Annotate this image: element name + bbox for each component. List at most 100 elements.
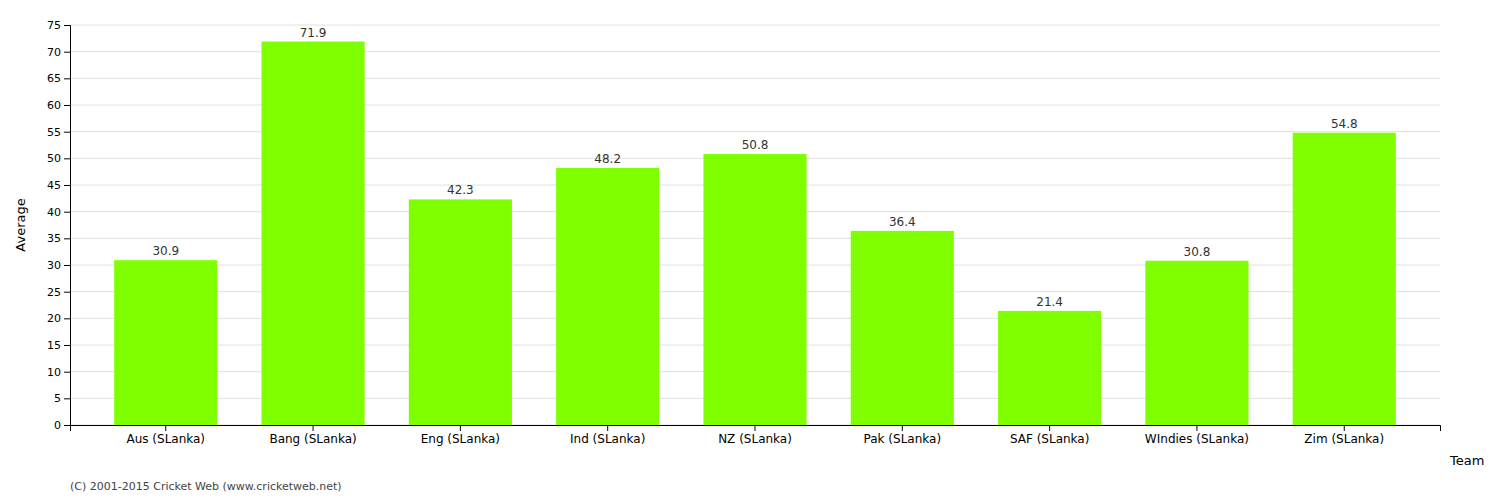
y-tick-mark <box>64 345 70 346</box>
y-tick: 50 <box>47 152 70 165</box>
x-tick-label: Zim (SLanka) <box>1304 432 1384 446</box>
y-tick: 55 <box>47 126 70 139</box>
x-tick-mark <box>902 425 903 431</box>
y-tick-label: 15 <box>47 339 61 352</box>
x-tick-mark <box>313 425 314 431</box>
y-tick: 20 <box>47 312 70 325</box>
y-tick-mark <box>64 238 70 239</box>
data-labels: 30.971.942.348.250.836.421.430.854.8 <box>152 26 1357 309</box>
y-tick-mark <box>64 372 70 373</box>
x-tick: Ind (SLanka) <box>570 425 645 446</box>
x-tick-mark <box>460 425 461 431</box>
y-tick-mark <box>64 398 70 399</box>
bars <box>114 42 1396 425</box>
x-tick: Aus (SLanka) <box>126 425 205 446</box>
x-tick-mark <box>1196 425 1197 431</box>
x-tick-label: SAF (SLanka) <box>1010 432 1089 446</box>
y-tick: 35 <box>47 232 70 245</box>
y-tick-mark <box>64 318 70 319</box>
y-tick-mark <box>64 185 70 186</box>
y-tick-label: 70 <box>47 46 61 59</box>
x-tick-label: Ind (SLanka) <box>570 432 645 446</box>
y-tick-mark <box>64 25 70 26</box>
x-axis: Aus (SLanka) Bang (SLanka) Eng (SLanka) Ind… <box>71 425 1441 446</box>
x-tick-label: Eng (SLanka) <box>421 432 500 446</box>
x-tick: Eng (SLanka) <box>421 425 500 446</box>
y-axis-line <box>64 26 71 426</box>
y-tick-label: 35 <box>47 232 61 245</box>
y-tick-label: 65 <box>47 72 61 85</box>
y-tick-label: 40 <box>47 206 61 219</box>
y-tick-mark <box>64 78 70 79</box>
bar <box>1145 261 1248 425</box>
y-tick: 65 <box>47 72 70 85</box>
y-tick: 75 <box>47 19 70 32</box>
x-tick-label: Aus (SLanka) <box>126 432 205 446</box>
y-tick-label: 5 <box>54 392 61 405</box>
y-axis: 0 5 10 15 20 25 30 35 40 45 50 55 60 65 70 75 <box>47 19 71 432</box>
x-tick-mark <box>1344 425 1345 431</box>
y-axis-title: Average <box>13 198 28 251</box>
y-tick: 70 <box>47 46 70 59</box>
y-tick: 10 <box>47 366 70 379</box>
x-tick-mark <box>607 425 608 431</box>
y-tick-label: 45 <box>47 179 61 192</box>
y-tick: 60 <box>47 99 70 112</box>
plot: 30.971.942.348.250.836.421.430.854.8Aus … <box>13 19 1484 468</box>
x-tick: NZ (SLanka) <box>718 425 792 446</box>
y-tick-mark <box>64 292 70 293</box>
x-tick-label: Bang (SLanka) <box>269 432 356 446</box>
y-tick: 25 <box>47 286 70 299</box>
x-tick: SAF (SLanka) <box>1010 425 1089 446</box>
y-tick: 30 <box>47 259 70 272</box>
data-label: 54.8 <box>1331 117 1358 131</box>
bar <box>114 260 217 425</box>
x-tick-label: WIndies (SLanka) <box>1145 432 1249 446</box>
y-tick-label: 30 <box>47 259 61 272</box>
y-tick-mark <box>64 265 70 266</box>
y-tick-label: 20 <box>47 312 61 325</box>
bar <box>851 231 954 425</box>
bar <box>998 311 1101 425</box>
bar <box>703 154 806 425</box>
y-tick-mark <box>64 105 70 106</box>
y-tick-mark <box>64 425 70 426</box>
y-tick-label: 10 <box>47 366 61 379</box>
footer: (C) 2001-2015 Cricket Web (www.cricketwe… <box>70 480 342 493</box>
data-label: 30.8 <box>1184 245 1211 259</box>
y-tick-label: 25 <box>47 286 61 299</box>
y-tick-mark <box>64 52 70 53</box>
x-axis-title: Team <box>1449 453 1484 468</box>
y-tick-label: 60 <box>47 99 61 112</box>
data-label: 36.4 <box>889 215 916 229</box>
x-tick-mark <box>1049 425 1050 431</box>
y-tick: 40 <box>47 206 70 219</box>
data-label: 42.3 <box>447 183 474 197</box>
chart: 30.971.942.348.250.836.421.430.854.8Aus … <box>0 0 1500 500</box>
y-tick-mark <box>64 132 70 133</box>
x-tick-label: NZ (SLanka) <box>718 432 792 446</box>
y-tick-mark <box>64 212 70 213</box>
data-label: 48.2 <box>594 152 621 166</box>
x-tick: Bang (SLanka) <box>269 425 356 446</box>
y-tick-label: 0 <box>54 419 61 432</box>
x-axis-line <box>71 426 1441 432</box>
x-tick: Zim (SLanka) <box>1304 425 1384 446</box>
y-tick-label: 55 <box>47 126 61 139</box>
x-tick-label: Pak (SLanka) <box>864 432 942 446</box>
y-tick-label: 75 <box>47 19 61 32</box>
bar <box>409 199 512 425</box>
data-label: 30.9 <box>152 244 179 258</box>
x-tick-mark <box>755 425 756 431</box>
x-tick: Pak (SLanka) <box>864 425 942 446</box>
grid-line <box>70 25 1440 26</box>
grid <box>70 25 1440 425</box>
x-tick-mark <box>165 425 166 431</box>
y-tick: 15 <box>47 339 70 352</box>
y-tick: 0 <box>54 419 70 432</box>
bar <box>556 168 659 425</box>
data-label: 50.8 <box>742 138 769 152</box>
bar <box>1293 133 1396 425</box>
data-label: 71.9 <box>300 26 327 40</box>
y-tick: 5 <box>54 392 70 405</box>
